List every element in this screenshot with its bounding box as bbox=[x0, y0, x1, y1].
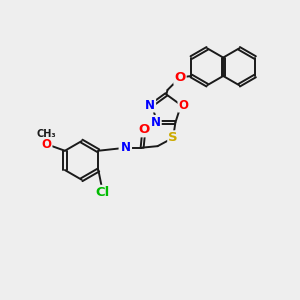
Text: Cl: Cl bbox=[96, 186, 110, 199]
Text: S: S bbox=[168, 131, 178, 144]
Text: N: N bbox=[121, 141, 131, 154]
Text: O: O bbox=[178, 99, 188, 112]
Text: H: H bbox=[119, 141, 127, 150]
Text: O: O bbox=[41, 138, 52, 151]
Text: N: N bbox=[151, 116, 161, 129]
Text: CH₃: CH₃ bbox=[37, 128, 56, 139]
Text: O: O bbox=[138, 123, 149, 136]
Text: N: N bbox=[145, 99, 155, 112]
Text: O: O bbox=[174, 71, 186, 84]
